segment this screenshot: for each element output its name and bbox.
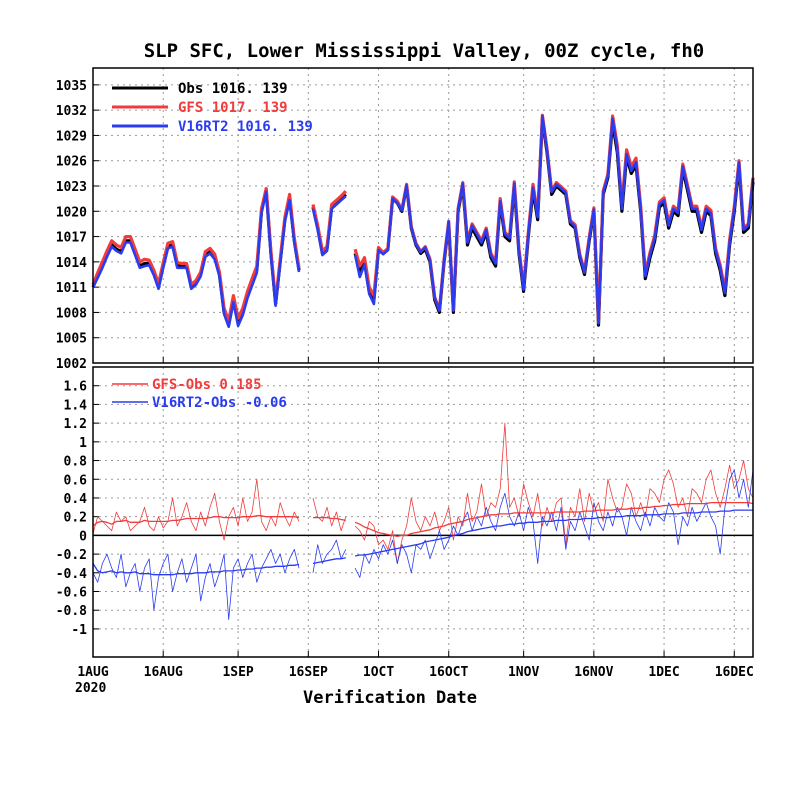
x-tick-label: 16DEC [715,665,754,680]
x-tick-label: 1DEC [648,665,679,680]
x-tick-labels: 1AUG 16AUG 1SEP 16SEP 1OCT 16OCT 1NOV 16NOV 1DEC… [77,665,754,680]
y-tick-label: 0.8 [64,455,88,470]
y-tick-label: 1032 [56,104,87,119]
x-axis-label: Verification Date [303,688,477,708]
series-line-obs [91,117,755,327]
bottom-legend: GFS-Obs 0.185 V16RT2-Obs -0.06 [112,377,287,411]
bottom-panel: -1 -0.8 -0.6 -0.4 -0.2 0 0.2 0.4 0.6 0.8 1 1.2 1.4 1.… [56,366,754,658]
series-line-gfs-obs-running-mean [92,501,754,537]
series-line-gfs [91,113,755,324]
series-line-v16rt2-obs-running-mean [92,509,753,576]
top-series [91,113,755,329]
bottom-series [92,422,754,620]
legend-entry: GFS-Obs 0.185 [152,377,262,393]
y-tick-label: 1.6 [64,380,88,395]
top-legend: Obs 1016. 139 GFS 1017. 139 V16RT2 1016. 1… [112,81,313,135]
y-tick-label: 1.4 [64,398,88,413]
legend-entry: Obs 1016. 139 [178,81,288,97]
y-tick-label: 1005 [56,332,87,347]
x-tick-label: 16NOV [574,665,613,680]
y-tick-label: 1029 [56,129,87,144]
y-tick-label: 1026 [56,155,87,170]
y-tick-label: 0.2 [64,511,87,526]
y-tick-label: -0.4 [56,567,87,582]
x-tick-label: 16AUG [144,665,183,680]
top-panel: 1002 1005 1008 1011 1014 1017 1020 1023 1026 1029… [56,67,755,372]
legend-entry: V16RT2-Obs -0.06 [152,395,287,411]
series-line-v16rt2 [91,114,755,329]
y-tick-label: 1002 [56,357,87,372]
bottom-grid [92,367,753,657]
legend-entry: GFS 1017. 139 [178,100,288,116]
y-tick-label: 0.4 [64,492,88,507]
y-tick-label: -0.8 [56,604,87,619]
y-tick-label: 0 [79,529,87,544]
chart-title: SLP SFC, Lower Mississippi Valley, 00Z c… [144,40,705,62]
y-tick-label: 1017 [56,231,87,246]
x-tick-label: 1AUG [77,665,108,680]
y-tick-label: 1023 [56,180,87,195]
y-tick-label: 1.2 [64,417,87,432]
bottom-panel-frame [92,366,754,658]
x-tick-year: 2020 [75,681,106,696]
y-tick-label: 1011 [56,281,87,296]
x-tick-label: 1SEP [222,665,253,680]
legend-entry: V16RT2 1016. 139 [178,119,313,135]
y-tick-label: -1 [71,623,87,638]
top-panel-frame [92,67,754,364]
y-tick-label: 1020 [56,205,87,220]
y-tick-label: 0.6 [64,473,88,488]
x-tick-label: 1NOV [508,665,539,680]
bottom-y-tick-labels: -1 -0.8 -0.6 -0.4 -0.2 0 0.2 0.4 0.6 0.8 1 1.2 1.4 1.… [56,380,87,638]
y-tick-label: -0.2 [56,548,87,563]
y-tick-label: 1014 [56,256,87,271]
y-tick-label: 1035 [56,79,87,94]
x-tick-label: 1OCT [363,665,394,680]
x-tick-label: 16OCT [429,665,468,680]
y-tick-label: -0.6 [56,586,87,601]
y-tick-label: 1008 [56,306,87,321]
top-y-tick-labels: 1002 1005 1008 1011 1014 1017 1020 1023 1026 1029… [56,79,87,372]
x-tick-label: 16SEP [289,665,328,680]
y-tick-label: 1 [79,436,87,451]
